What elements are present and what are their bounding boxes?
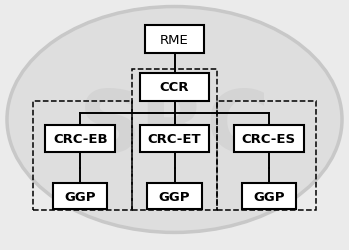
Bar [140, 125, 209, 152]
Text: GGP: GGP [159, 190, 190, 203]
Ellipse shape [7, 8, 342, 232]
Text: CRC-ES: CRC-ES [242, 132, 296, 145]
Bar [217, 101, 316, 210]
Bar [145, 26, 204, 54]
Text: GGP: GGP [65, 190, 96, 203]
Bar [132, 70, 217, 210]
Bar [147, 184, 201, 209]
Text: CRC-ET: CRC-ET [148, 132, 201, 145]
Text: SRC: SRC [79, 86, 270, 169]
Text: GGP: GGP [253, 190, 284, 203]
Bar [140, 74, 209, 101]
Text: CCR: CCR [160, 81, 189, 94]
Bar [234, 125, 304, 152]
Bar [242, 184, 296, 209]
Bar [53, 184, 107, 209]
Bar [45, 125, 115, 152]
Text: RME: RME [160, 34, 189, 46]
Text: CRC-EB: CRC-EB [53, 132, 107, 145]
Bar [33, 101, 132, 210]
